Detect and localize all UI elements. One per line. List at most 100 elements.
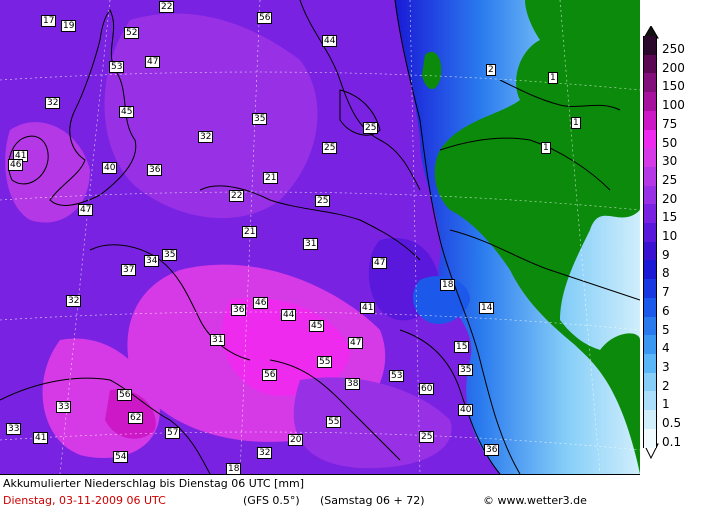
precip-value-label: 44: [281, 309, 297, 321]
legend-level: 10: [643, 223, 703, 243]
legend-level: 5: [643, 316, 703, 337]
precip-value-label: 53: [389, 370, 405, 382]
precip-value-label: 40: [102, 162, 118, 174]
legend-label: 2: [662, 378, 670, 393]
precip-value-label: 33: [6, 423, 22, 435]
precip-value-label: 25: [363, 122, 379, 134]
precip-value-label: 14: [479, 302, 495, 314]
coastlines: [0, 0, 640, 474]
precip-value-label: 1: [571, 117, 581, 129]
legend-swatch: [643, 316, 657, 337]
legend-level: 6: [643, 297, 703, 318]
legend-swatch: [643, 148, 657, 168]
precip-value-label: 21: [263, 172, 279, 184]
legend-level: 50: [643, 129, 703, 150]
precip-value-label: 2: [486, 64, 496, 76]
precip-value-label: 36: [231, 304, 247, 316]
legend-label: 15: [662, 210, 678, 225]
precip-value-label: 36: [147, 164, 163, 176]
legend-level: 4: [643, 335, 703, 355]
legend-label: 0.5: [662, 416, 682, 430]
legend-level: 75: [643, 110, 703, 131]
precip-value-label: 20: [288, 434, 304, 446]
legend-label: 100: [662, 98, 685, 113]
legend-swatch: [643, 92, 657, 112]
precip-value-label: 40: [458, 404, 474, 416]
legend-swatch: [643, 185, 657, 206]
legend-level: 2: [643, 372, 703, 393]
legend-label: 8: [662, 266, 670, 281]
legend-label: 25: [662, 172, 678, 187]
precip-value-label: 47: [372, 257, 388, 269]
legend-level: 20: [643, 185, 703, 206]
precip-value-label: 62: [128, 412, 144, 424]
legend-level: 150: [643, 73, 703, 93]
precip-value-label: 22: [229, 190, 245, 202]
precip-value-label: 44: [322, 35, 338, 47]
precip-value-label: 17: [41, 15, 57, 27]
legend-label: 10: [662, 229, 678, 243]
precip-patch-adriatic: [293, 377, 452, 469]
precip-value-label: 45: [119, 106, 135, 118]
precip-patch-ireland: [5, 122, 90, 223]
legend-label: 1: [662, 397, 670, 412]
precip-value-label: 56: [257, 12, 273, 24]
legend-label: 9: [662, 247, 670, 262]
precip-value-label: 47: [78, 204, 94, 216]
precip-value-label: 19: [61, 20, 77, 32]
legend-level: 0.1: [643, 428, 703, 449]
precip-value-label: 18: [440, 279, 456, 291]
precip-value-label: 47: [348, 337, 364, 349]
legend-label: 5: [662, 322, 670, 337]
precip-value-label: 18: [226, 463, 242, 474]
dry-land-east: [434, 0, 640, 474]
precip-value-label: 56: [262, 369, 278, 381]
legend-level: 7: [643, 279, 703, 299]
precip-legend: 250 200 150 100 75 50 30 25 20 15 10 9 8 7 6 5 4 3 2 1 0.5 0.…: [643, 26, 704, 461]
legend-swatch: [643, 279, 657, 299]
precip-value-label: 1: [548, 72, 558, 84]
precip-value-label: 25: [322, 142, 338, 154]
legend-label: 0.1: [662, 434, 682, 449]
precip-value-label: 31: [210, 334, 226, 346]
legend-label: 50: [662, 135, 678, 150]
legend-label: 200: [662, 60, 685, 75]
precip-value-label: 35: [162, 249, 178, 261]
legend-swatch: [643, 372, 657, 393]
precip-value-label: 46: [253, 297, 269, 309]
precip-value-label: 15: [454, 341, 470, 353]
legend-swatch: [643, 428, 657, 449]
precip-value-label: 55: [317, 356, 333, 368]
model-run: (Samstag 06 + 72): [320, 494, 425, 507]
precip-value-label: 35: [252, 113, 268, 125]
legend-swatch: [643, 223, 657, 243]
precip-value-label: 32: [257, 447, 273, 459]
legend-swatch: [643, 36, 657, 56]
precip-value-label: 32: [45, 97, 61, 109]
legend-label: 20: [662, 191, 678, 206]
map-footer: Akkumulierter Niederschlag bis Dienstag …: [0, 474, 640, 514]
precip-value-label: 35: [458, 364, 474, 376]
legend-swatch: [643, 391, 657, 411]
legend-swatch: [643, 166, 657, 187]
precip-value-label: 53: [109, 61, 125, 73]
precip-value-label: 21: [242, 226, 258, 238]
precip-value-label: 47: [145, 56, 161, 68]
precip-value-label: 38: [345, 378, 361, 390]
precip-value-label: 60: [419, 383, 435, 395]
legend-label: 3: [662, 359, 670, 374]
legend-label: 75: [662, 116, 678, 131]
precip-value-label: 34: [144, 255, 160, 267]
legend-level: 9: [643, 241, 703, 262]
valid-date: Dienstag, 03-11-2009 06 UTC: [3, 494, 166, 507]
legend-swatch: [643, 129, 657, 150]
legend-level: 100: [643, 92, 703, 112]
legend-level: 25: [643, 166, 703, 187]
legend-level: 0.5: [643, 410, 703, 430]
precip-value-label: 25: [315, 195, 331, 207]
precip-value-label: 1: [541, 142, 551, 154]
legend-swatch: [643, 410, 657, 430]
precip-value-label: 45: [309, 320, 325, 332]
model-name: (GFS 0.5°): [243, 494, 300, 507]
legend-swatch: [643, 204, 657, 224]
